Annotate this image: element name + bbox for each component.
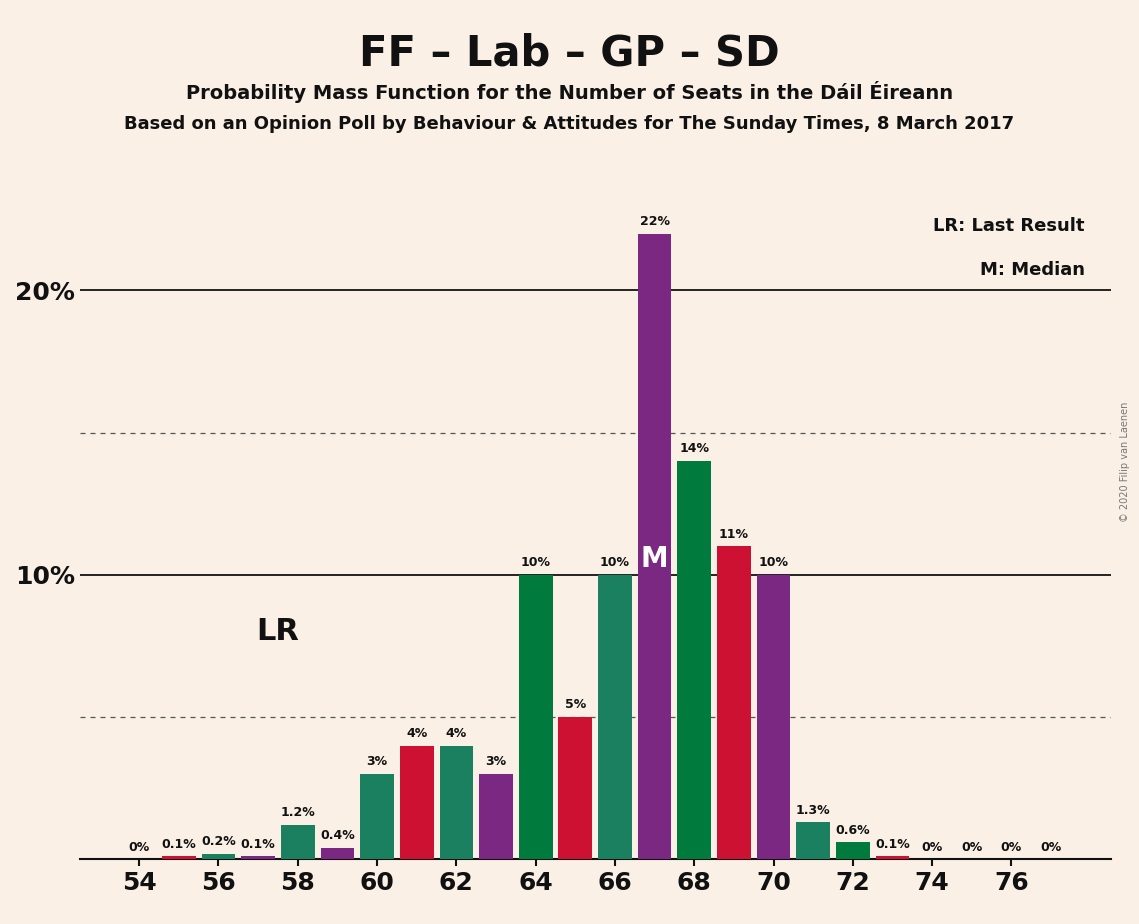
Text: M: M (641, 545, 669, 573)
Bar (320, 848, 354, 859)
Text: 0.2%: 0.2% (202, 835, 236, 848)
Bar (518, 575, 552, 859)
Bar (400, 746, 434, 859)
Text: 0.1%: 0.1% (875, 838, 910, 851)
Text: FF – Lab – GP – SD: FF – Lab – GP – SD (359, 32, 780, 74)
Text: 0%: 0% (1001, 841, 1022, 854)
Bar (756, 575, 790, 859)
Bar (876, 857, 909, 859)
Text: 3%: 3% (485, 755, 507, 768)
Bar (480, 774, 513, 859)
Bar (202, 854, 236, 859)
Text: 3%: 3% (367, 755, 387, 768)
Text: Based on an Opinion Poll by Behaviour & Attitudes for The Sunday Times, 8 March : Based on an Opinion Poll by Behaviour & … (124, 115, 1015, 132)
Bar (796, 822, 830, 859)
Text: 22%: 22% (640, 215, 670, 228)
Text: 1.3%: 1.3% (796, 804, 830, 817)
Bar (638, 234, 672, 859)
Text: Probability Mass Function for the Number of Seats in the Dáil Éireann: Probability Mass Function for the Number… (186, 81, 953, 103)
Text: M: Median: M: Median (980, 261, 1084, 279)
Text: 11%: 11% (719, 528, 748, 541)
Text: 10%: 10% (759, 556, 788, 569)
Text: 0.4%: 0.4% (320, 829, 355, 843)
Text: © 2020 Filip van Laenen: © 2020 Filip van Laenen (1121, 402, 1130, 522)
Bar (360, 774, 394, 859)
Text: 1.2%: 1.2% (280, 807, 316, 820)
Text: 0.6%: 0.6% (836, 823, 870, 836)
Text: 10%: 10% (521, 556, 550, 569)
Text: 0%: 0% (129, 841, 150, 854)
Text: 14%: 14% (679, 443, 710, 456)
Bar (598, 575, 632, 859)
Bar (558, 717, 592, 859)
Text: LR: LR (256, 617, 300, 646)
Text: 4%: 4% (407, 727, 427, 740)
Text: 0%: 0% (961, 841, 983, 854)
Text: 5%: 5% (565, 699, 585, 711)
Text: 4%: 4% (445, 727, 467, 740)
Bar (281, 825, 314, 859)
Text: 0%: 0% (921, 841, 943, 854)
Text: 0.1%: 0.1% (162, 838, 196, 851)
Bar (836, 843, 870, 859)
Bar (718, 546, 751, 859)
Text: 0.1%: 0.1% (240, 838, 276, 851)
Bar (162, 857, 196, 859)
Text: LR: Last Result: LR: Last Result (933, 217, 1084, 236)
Bar (678, 461, 711, 859)
Text: 0%: 0% (1040, 841, 1062, 854)
Bar (440, 746, 473, 859)
Bar (241, 857, 274, 859)
Text: 10%: 10% (600, 556, 630, 569)
